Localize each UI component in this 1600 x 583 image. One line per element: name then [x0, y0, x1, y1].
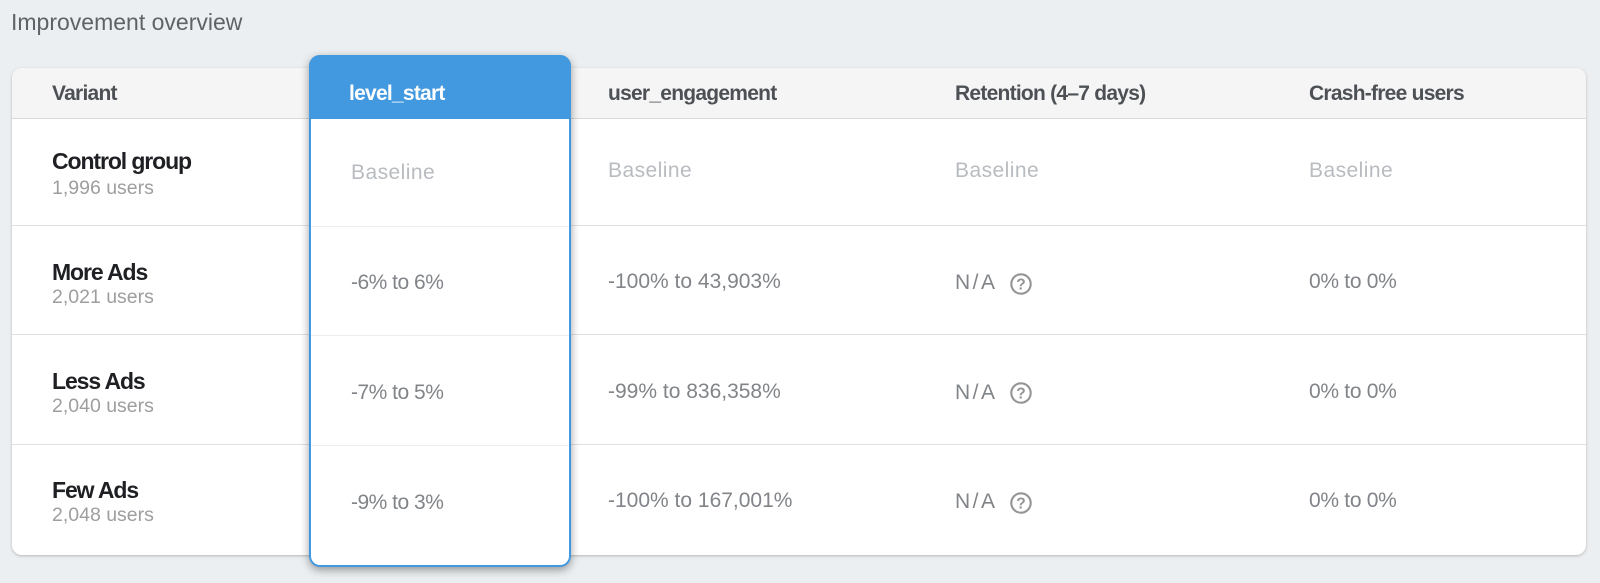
svg-text:?: ? [1016, 276, 1025, 293]
svg-text:?: ? [1016, 385, 1025, 402]
svg-text:?: ? [1016, 495, 1025, 512]
